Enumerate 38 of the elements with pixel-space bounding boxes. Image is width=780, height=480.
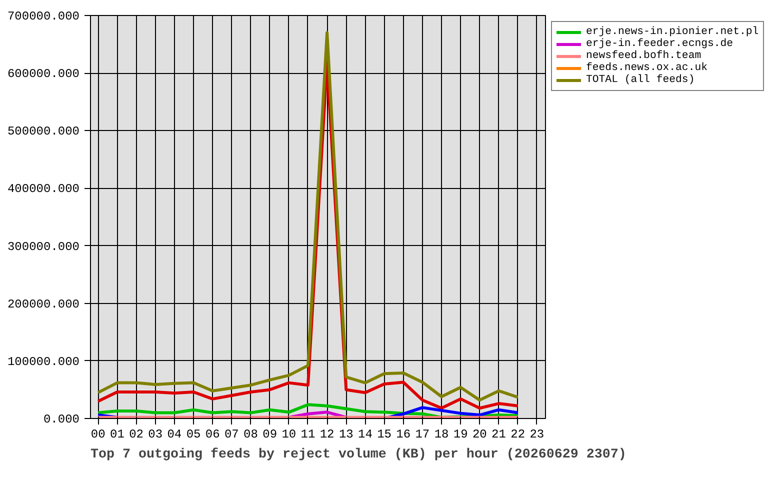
legend-label: erje.news-in.pionier.net.pl <box>586 26 759 38</box>
x-tick-label: 11 <box>300 428 316 442</box>
x-tick-label: 09 <box>262 428 278 442</box>
legend-label: TOTAL (all feeds) <box>586 74 695 86</box>
y-tick-label: 300000.000 <box>7 240 80 254</box>
legend-label: feeds.news.ox.ac.uk <box>586 62 708 74</box>
y-tick-label: 600000.000 <box>7 67 80 82</box>
y-tick-label: 700000.000 <box>7 10 80 24</box>
y-tick-label: 0.000 <box>43 412 80 426</box>
x-tick-label: 10 <box>282 428 296 442</box>
x-tick-label: 23 <box>530 428 544 442</box>
y-tick-label: 200000.000 <box>7 297 80 312</box>
x-tick-label: 08 <box>244 428 258 442</box>
x-tick-label: 19 <box>453 428 468 442</box>
y-tick-label: 100000.000 <box>7 354 80 369</box>
x-tick-label: 04 <box>167 428 182 442</box>
x-tick-label: 02 <box>129 428 144 442</box>
x-tick-label: 14 <box>358 428 372 442</box>
y-tick-label: 500000.000 <box>7 124 80 139</box>
x-tick-label: 18 <box>434 428 449 442</box>
x-tick-label: 07 <box>224 428 239 442</box>
y-tick-label: 400000.000 <box>7 182 80 196</box>
x-tick-label: 13 <box>338 428 354 442</box>
x-tick-label: 15 <box>377 428 392 442</box>
x-tick-label: 05 <box>186 428 201 442</box>
x-tick-label: 06 <box>205 428 220 442</box>
x-tick-label: 01 <box>110 428 124 442</box>
x-tick-label: 21 <box>492 428 506 442</box>
x-tick-label: 22 <box>510 428 526 442</box>
legend-label: erje-in.feeder.ecngs.de <box>586 38 734 50</box>
text: Top 7 outgoing feeds by reject volume (KB) per hour (20260629 2307) <box>90 448 626 462</box>
x-tick-label: 16 <box>396 428 411 442</box>
legend-label: newsfeed.bofh.team <box>586 50 702 62</box>
x-tick-label: 03 <box>148 428 163 442</box>
x-tick-label: 17 <box>415 428 430 442</box>
x-tick-label: 00 <box>90 428 106 442</box>
x-tick-label: 20 <box>472 428 487 442</box>
x-tick-label: 12 <box>320 428 334 442</box>
